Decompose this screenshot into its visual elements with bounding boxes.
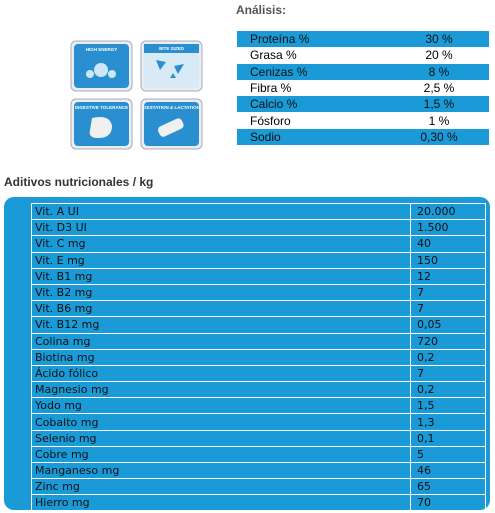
value-cell: 0,05 <box>410 316 486 334</box>
value-cell: 5 <box>410 445 486 464</box>
label-cell: Zinc mg <box>31 478 411 496</box>
badge: GESTATION & LACTATION <box>140 98 203 150</box>
label-cell: Selenio mg <box>31 429 411 447</box>
table-row: Cenizas % 8 % <box>237 63 489 80</box>
table-row: Colina mg 720 <box>31 332 486 350</box>
value-cell: 1,3 <box>410 413 486 431</box>
badge: HIGH ENERGY <box>70 40 133 92</box>
table-row: Calcio % 1,5 % <box>237 96 489 113</box>
table-row: Selenio mg 0,1 <box>31 429 486 447</box>
table-row: Sodio 0,30 % <box>237 128 489 146</box>
label-cell: Calcio % <box>250 97 298 112</box>
table-row: Vit. E mg 150 <box>31 251 486 269</box>
table-row: Biotina mg 0,2 <box>31 348 486 366</box>
label-cell: Ácido fólico <box>31 364 411 383</box>
label-cell: Hierro mg <box>31 494 411 512</box>
label-cell: Proteína % <box>250 32 310 47</box>
label-cell: Manganeso mg <box>31 461 411 480</box>
label-cell: Vit. B2 mg <box>31 283 411 302</box>
additives-title: Aditivos nutricionales / kg <box>4 175 154 189</box>
value-cell: 12 <box>410 267 486 285</box>
table-row: Magnesio mg 0,2 <box>31 381 486 399</box>
label-cell: Vit. C mg <box>31 235 411 253</box>
label-cell: Cobalto mg <box>31 413 411 431</box>
table-row: Vit. D3 UI 1.500 <box>31 219 486 237</box>
analysis-table: Proteína % 30 % Grasa % 20 % Cenizas % 8 % Fib… <box>237 31 489 146</box>
table-row: Vit. B2 mg 7 <box>31 283 486 302</box>
table-row: Zinc mg 65 <box>31 478 486 496</box>
value-cell: 46 <box>410 461 486 480</box>
badge-label: GESTATION & LACTATION <box>143 105 200 110</box>
value-cell: 70 <box>410 494 486 512</box>
table-row: Cobre mg 5 <box>31 445 486 464</box>
label-cell: Cobre mg <box>31 445 411 464</box>
table-row: Proteína % 30 % <box>237 31 489 48</box>
table-row: Vit. A UI 20.000 <box>31 202 486 221</box>
value-cell: 2,5 % <box>423 81 455 96</box>
value-cell: 720 <box>410 332 486 350</box>
label-cell: Vit. B12 mg <box>31 316 411 334</box>
analysis-title: Análisis: <box>236 3 287 17</box>
label-cell: Vit. B1 mg <box>31 267 411 285</box>
value-cell: 20.000 <box>410 202 486 221</box>
value-cell: 7 <box>410 283 486 302</box>
badge: DIGESTIVE TOLERANCE <box>70 98 133 150</box>
value-cell: 30 % <box>425 32 453 47</box>
table-row: Grasa % 20 % <box>237 47 489 63</box>
label-cell: Fósforo <box>250 113 291 128</box>
label-cell: Biotina mg <box>31 348 411 366</box>
label-cell: Yodo mg <box>31 397 411 415</box>
value-cell: 1 % <box>428 113 450 128</box>
table-row: Fibra % 2,5 % <box>237 80 489 96</box>
value-cell: 65 <box>410 478 486 496</box>
label-cell: Cenizas % <box>250 64 308 79</box>
badge-label: DIGESTIVE TOLERANCE <box>75 105 128 110</box>
value-cell: 8 % <box>428 64 450 79</box>
value-cell: 40 <box>410 235 486 253</box>
value-cell: 1,5 % <box>423 97 455 112</box>
table-row: Vit. B6 mg 7 <box>31 300 486 318</box>
value-cell: 20 % <box>425 48 453 63</box>
label-cell: Fibra % <box>250 81 292 96</box>
label-cell: Magnesio mg <box>31 381 411 399</box>
label-cell: Vit. E mg <box>31 251 411 269</box>
label-cell: Sodio <box>250 129 281 144</box>
badge: BITE SIZED <box>140 40 203 92</box>
label-cell: Colina mg <box>31 332 411 350</box>
table-row: Cobalto mg 1,3 <box>31 413 486 431</box>
value-cell: 0,2 <box>410 381 486 399</box>
value-cell: 1,5 <box>410 397 486 415</box>
value-cell: 7 <box>410 364 486 383</box>
value-cell: 0,30 % <box>420 129 458 144</box>
label-cell: Vit. D3 UI <box>31 219 411 237</box>
label-cell: Vit. B6 mg <box>31 300 411 318</box>
badge-label: BITE SIZED <box>159 46 185 51</box>
value-cell: 7 <box>410 300 486 318</box>
value-cell: 0,2 <box>410 348 486 366</box>
table-row: Vit. C mg 40 <box>31 235 486 253</box>
label-cell: Grasa % <box>250 48 297 63</box>
table-row: Hierro mg 70 <box>31 494 486 512</box>
table-row: Ácido fólico 7 <box>31 364 486 383</box>
value-cell: 1.500 <box>410 219 486 237</box>
badge-label: HIGH ENERGY <box>86 47 118 52</box>
additives-panel: Vit. A UI 20.000 Vit. D3 UI 1.500 Vit. C mg 4… <box>4 197 490 512</box>
value-cell: 0,1 <box>410 429 486 447</box>
additives-table: Vit. A UI 20.000 Vit. D3 UI 1.500 Vit. C mg 4… <box>31 202 486 512</box>
table-row: Manganeso mg 46 <box>31 461 486 480</box>
table-row: Vit. B12 mg 0,05 <box>31 316 486 334</box>
table-row: Vit. B1 mg 12 <box>31 267 486 285</box>
table-row: Yodo mg 1,5 <box>31 397 486 415</box>
value-cell: 150 <box>410 251 486 269</box>
label-cell: Vit. A UI <box>31 202 411 221</box>
table-row: Fósforo 1 % <box>237 112 489 128</box>
